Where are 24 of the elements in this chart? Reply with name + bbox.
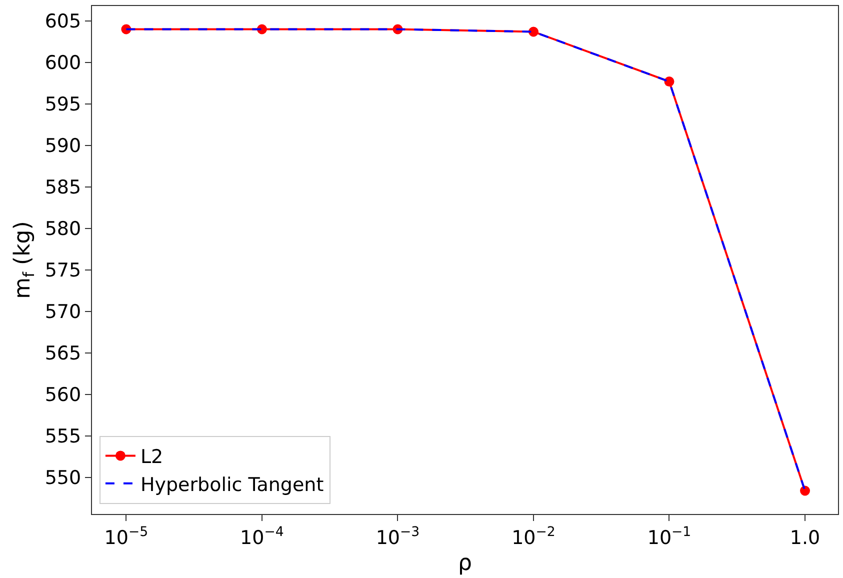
y-tick-label: 570 — [44, 301, 82, 324]
y-tick-label: 600 — [44, 52, 82, 74]
x-tick-label: 1.0 — [790, 526, 820, 549]
y-tick-label: 560 — [44, 384, 82, 406]
x-axis-title: ρ — [458, 550, 472, 576]
legend-label: L2 — [140, 446, 164, 468]
x-tick-label: 10$^{−5}$ — [104, 524, 148, 549]
x-tick-label: 10$^{−3}$ — [376, 524, 420, 549]
point — [528, 26, 538, 37]
x-tick-label: 10$^{−2}$ — [512, 524, 556, 549]
x-tick-label: 10$^{−4}$ — [240, 524, 284, 549]
y-tick-label: 595 — [44, 94, 82, 116]
x-tick-label: 10$^{−1}$ — [647, 524, 692, 549]
point — [664, 76, 674, 87]
y-tick-label: 575 — [44, 260, 82, 282]
y-tick-label: 590 — [44, 135, 82, 158]
y-tick-label: 585 — [44, 176, 82, 199]
y-tick-label: 580 — [44, 218, 82, 240]
y-tick-label: 550 — [44, 467, 82, 490]
legend-label: Hyperbolic Tangent — [140, 474, 324, 496]
y-tick-label: 605 — [44, 10, 82, 33]
point — [800, 486, 810, 496]
y-tick-label: 555 — [44, 426, 82, 448]
y-tick-label: 565 — [44, 342, 82, 365]
